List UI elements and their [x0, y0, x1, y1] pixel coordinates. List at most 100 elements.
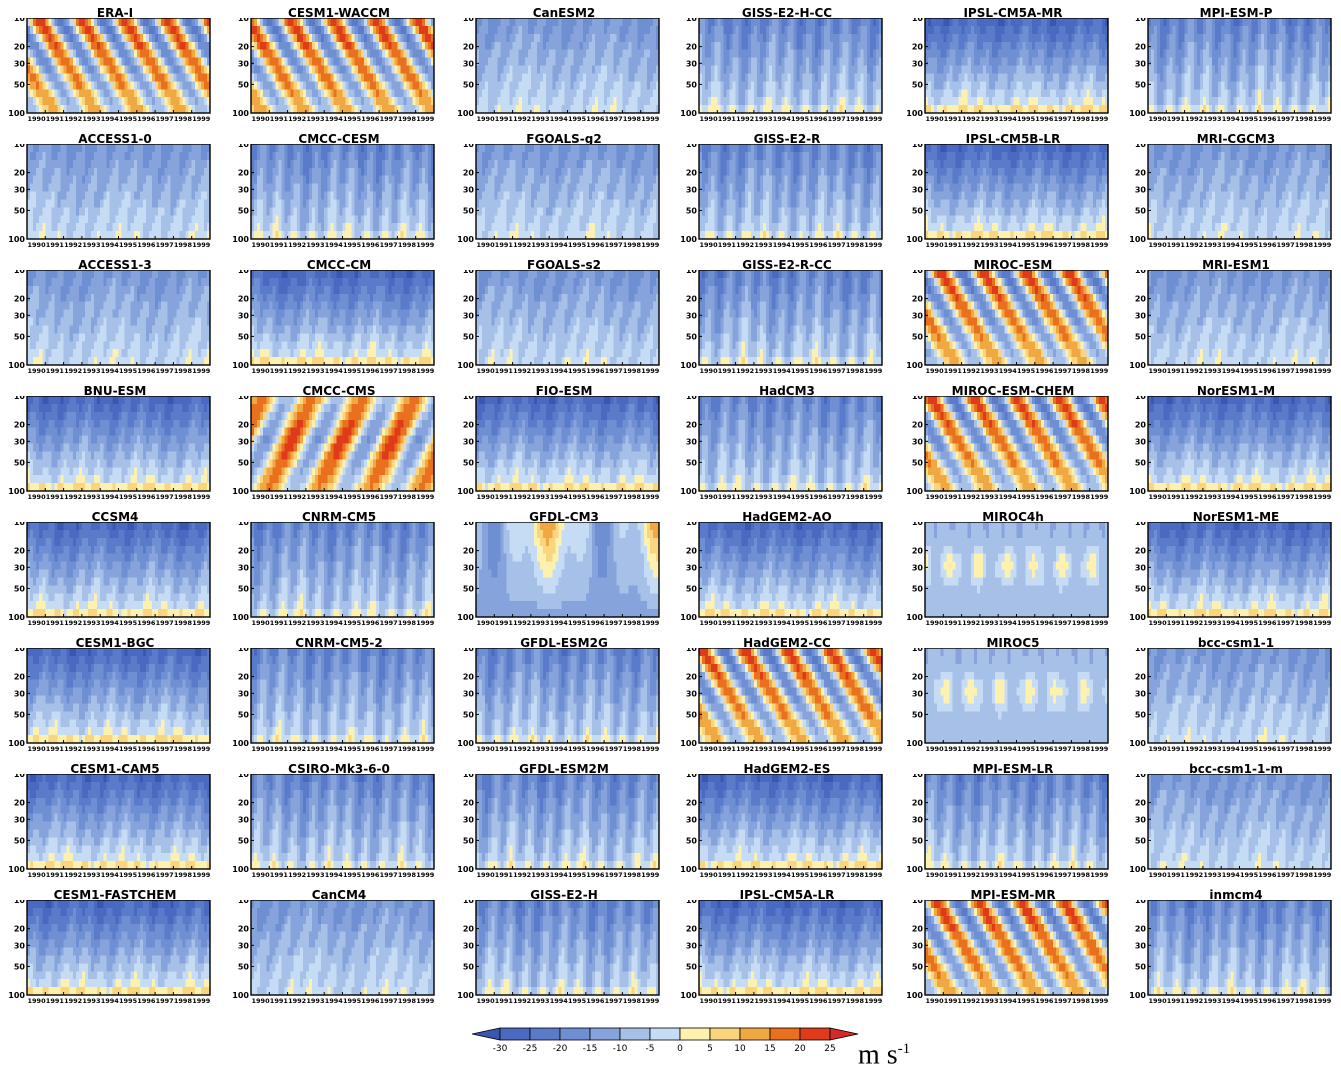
- heat-cell: [1093, 58, 1096, 66]
- heat-cell: [1209, 81, 1212, 89]
- heat-cell: [937, 18, 940, 26]
- heat-cell: [300, 66, 303, 74]
- heat-cell: [494, 58, 497, 66]
- heat-cell: [291, 58, 294, 66]
- heat-cell: [1004, 26, 1007, 34]
- heat-cell: [106, 89, 109, 97]
- heat-cell: [140, 144, 143, 152]
- heat-cell: [1297, 81, 1300, 89]
- heat-cell: [321, 58, 324, 66]
- heat-cell: [1252, 50, 1255, 58]
- heat-cell: [934, 81, 937, 89]
- heat-cell: [30, 58, 33, 66]
- heat-cell: [1282, 66, 1285, 74]
- heat-cell: [122, 42, 125, 50]
- heat-cell: [373, 26, 376, 34]
- heat-cell: [195, 66, 198, 74]
- heat-cell: [705, 58, 708, 66]
- heat-cell: [1258, 81, 1261, 89]
- heat-cell: [1276, 26, 1279, 34]
- heat-cell: [803, 26, 806, 34]
- heat-cell: [45, 192, 48, 200]
- heat-cell: [1154, 50, 1157, 58]
- heat-cell: [1218, 73, 1221, 81]
- heat-cell: [1206, 81, 1209, 89]
- heat-cell: [67, 152, 70, 160]
- heat-cell: [336, 73, 339, 81]
- heat-cell: [1062, 26, 1065, 34]
- heat-cell: [1325, 34, 1328, 42]
- heat-cell: [650, 73, 653, 81]
- heat-cell: [1013, 81, 1016, 89]
- heat-cell: [613, 42, 616, 50]
- heat-cell: [830, 58, 833, 66]
- heat-cell: [385, 73, 388, 81]
- heat-cell: [1032, 73, 1035, 81]
- heat-cell: [349, 42, 352, 50]
- heat-cell: [119, 97, 122, 105]
- heat-cell: [1270, 58, 1273, 66]
- heat-cell: [806, 18, 809, 26]
- heat-cell: [1004, 97, 1007, 105]
- heat-cell: [385, 42, 388, 50]
- heat-cell: [507, 18, 510, 26]
- heat-cell: [1206, 97, 1209, 105]
- heat-cell: [173, 26, 176, 34]
- heat-cell: [1206, 66, 1209, 74]
- heat-cell: [742, 34, 745, 42]
- heat-cell: [644, 105, 647, 113]
- heat-cell: [1294, 81, 1297, 89]
- heat-cell: [1053, 66, 1056, 74]
- heat-cell: [711, 89, 714, 97]
- heat-cell: [364, 73, 367, 81]
- heat-cell: [968, 73, 971, 81]
- heat-cell: [580, 26, 583, 34]
- heat-cell: [513, 58, 516, 66]
- heat-cell: [647, 34, 650, 42]
- heat-cell: [115, 89, 118, 97]
- heat-cell: [266, 42, 269, 50]
- heat-cell: [726, 89, 729, 97]
- heat-cell: [641, 73, 644, 81]
- x-tick-label: 1991: [1167, 115, 1186, 123]
- heat-cell: [818, 81, 821, 89]
- heat-cell: [189, 50, 192, 58]
- heat-cell: [956, 42, 959, 50]
- heat-cell: [336, 97, 339, 105]
- heat-cell: [1151, 50, 1154, 58]
- heat-cell: [858, 97, 861, 105]
- heat-cell: [1194, 34, 1197, 42]
- heat-cell: [140, 176, 143, 184]
- heat-cell: [647, 105, 650, 113]
- heat-cell: [1017, 89, 1020, 97]
- heat-cell: [358, 81, 361, 89]
- heat-cell: [1194, 18, 1197, 26]
- heat-cell: [968, 97, 971, 105]
- heat-cell: [149, 50, 152, 58]
- heat-cell: [106, 160, 109, 168]
- heat-cell: [54, 73, 57, 81]
- heat-cell: [269, 26, 272, 34]
- heat-cell: [48, 50, 51, 58]
- heat-cell: [1279, 97, 1282, 105]
- heat-cell: [1185, 105, 1188, 113]
- heat-cell: [513, 105, 516, 113]
- heat-cell: [64, 81, 67, 89]
- heat-cell: [82, 50, 85, 58]
- heat-cell: [167, 66, 170, 74]
- heat-cell: [266, 18, 269, 26]
- heat-cell: [167, 34, 170, 42]
- heat-cell: [574, 89, 577, 97]
- heat-cell: [815, 105, 818, 113]
- heat-cell: [315, 18, 318, 26]
- heat-cell: [1288, 42, 1291, 50]
- heat-cell: [391, 73, 394, 81]
- heat-cell: [119, 184, 122, 192]
- heat-cell: [1243, 26, 1246, 34]
- heat-cell: [748, 97, 751, 105]
- heat-cell: [781, 58, 784, 66]
- heat-cell: [61, 215, 64, 223]
- heat-cell: [428, 66, 431, 74]
- heat-cell: [479, 105, 482, 113]
- heat-cell: [965, 50, 968, 58]
